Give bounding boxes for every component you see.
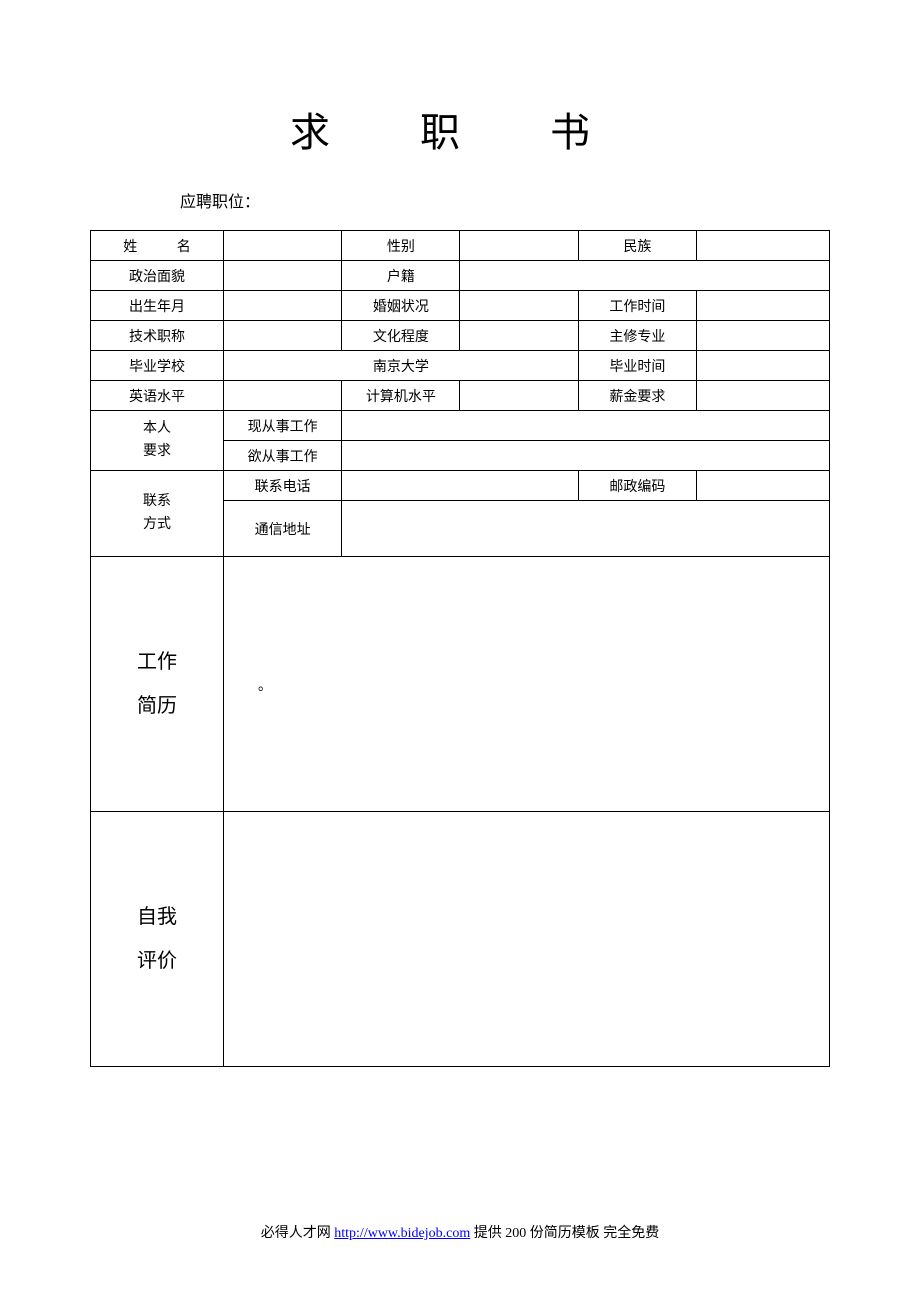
- value-marital: [460, 291, 578, 321]
- value-education: [460, 321, 578, 351]
- label-name: 姓 名: [91, 231, 224, 261]
- value-current-job: [342, 411, 830, 441]
- table-row: 英语水平 计算机水平 薪金要求: [91, 381, 830, 411]
- value-school: 南京大学: [224, 351, 579, 381]
- value-worktime: [696, 291, 829, 321]
- value-ethnicity: [696, 231, 829, 261]
- table-row: 政治面貌 户籍: [91, 261, 830, 291]
- value-address: [342, 501, 830, 557]
- value-techtitle: [224, 321, 342, 351]
- label-gender: 性别: [342, 231, 460, 261]
- table-row: 毕业学校 南京大学 毕业时间: [91, 351, 830, 381]
- label-hukou: 户籍: [342, 261, 460, 291]
- label-self-evaluation: 自我 评价: [91, 812, 224, 1067]
- label-birth: 出生年月: [91, 291, 224, 321]
- value-name: [224, 231, 342, 261]
- value-english: [224, 381, 342, 411]
- label-self-requirement: 本人 要求: [91, 411, 224, 471]
- label-address: 通信地址: [224, 501, 342, 557]
- label-major: 主修专业: [578, 321, 696, 351]
- table-row: 技术职称 文化程度 主修专业: [91, 321, 830, 351]
- value-postcode: [696, 471, 829, 501]
- value-gradtime: [696, 351, 829, 381]
- table-row: 出生年月 婚姻状况 工作时间: [91, 291, 830, 321]
- label-work-history: 工作 简历: [91, 557, 224, 812]
- label-marital: 婚姻状况: [342, 291, 460, 321]
- label-ethnicity: 民族: [578, 231, 696, 261]
- table-row: 联系 方式 联系电话 邮政编码: [91, 471, 830, 501]
- label-school: 毕业学校: [91, 351, 224, 381]
- label-salary: 薪金要求: [578, 381, 696, 411]
- footer-suffix: 提供 200 份简历模板 完全免费: [470, 1226, 659, 1241]
- document-title: 求 职 书: [90, 100, 830, 158]
- value-desired-job: [342, 441, 830, 471]
- label-political: 政治面貌: [91, 261, 224, 291]
- value-major: [696, 321, 829, 351]
- label-desired-job: 欲从事工作: [224, 441, 342, 471]
- label-computer: 计算机水平: [342, 381, 460, 411]
- label-phone: 联系电话: [224, 471, 342, 501]
- value-salary: [696, 381, 829, 411]
- label-techtitle: 技术职称: [91, 321, 224, 351]
- footer-prefix: 必得人才网: [261, 1226, 335, 1241]
- label-education: 文化程度: [342, 321, 460, 351]
- label-worktime: 工作时间: [578, 291, 696, 321]
- table-row: 本人 要求 现从事工作: [91, 411, 830, 441]
- table-row: 姓 名 性别 民族: [91, 231, 830, 261]
- value-phone: [342, 471, 578, 501]
- label-current-job: 现从事工作: [224, 411, 342, 441]
- value-hukou: [460, 261, 830, 291]
- footer-link[interactable]: http://www.bidejob.com: [334, 1226, 470, 1241]
- value-computer: [460, 381, 578, 411]
- label-english: 英语水平: [91, 381, 224, 411]
- label-gradtime: 毕业时间: [578, 351, 696, 381]
- resume-table: 姓 名 性别 民族 政治面貌 户籍 出生年月 婚姻状况 工作时间 技术职称: [90, 230, 830, 1067]
- footer: 必得人才网 http://www.bidejob.com 提供 200 份简历模…: [0, 1222, 920, 1242]
- value-gender: [460, 231, 578, 261]
- label-postcode: 邮政编码: [578, 471, 696, 501]
- position-label: 应聘职位：: [180, 188, 830, 212]
- value-political: [224, 261, 342, 291]
- value-work-history: 。: [224, 557, 830, 812]
- table-row: 自我 评价: [91, 812, 830, 1067]
- table-row: 工作 简历 。: [91, 557, 830, 812]
- value-birth: [224, 291, 342, 321]
- label-contact: 联系 方式: [91, 471, 224, 557]
- value-self-evaluation: [224, 812, 830, 1067]
